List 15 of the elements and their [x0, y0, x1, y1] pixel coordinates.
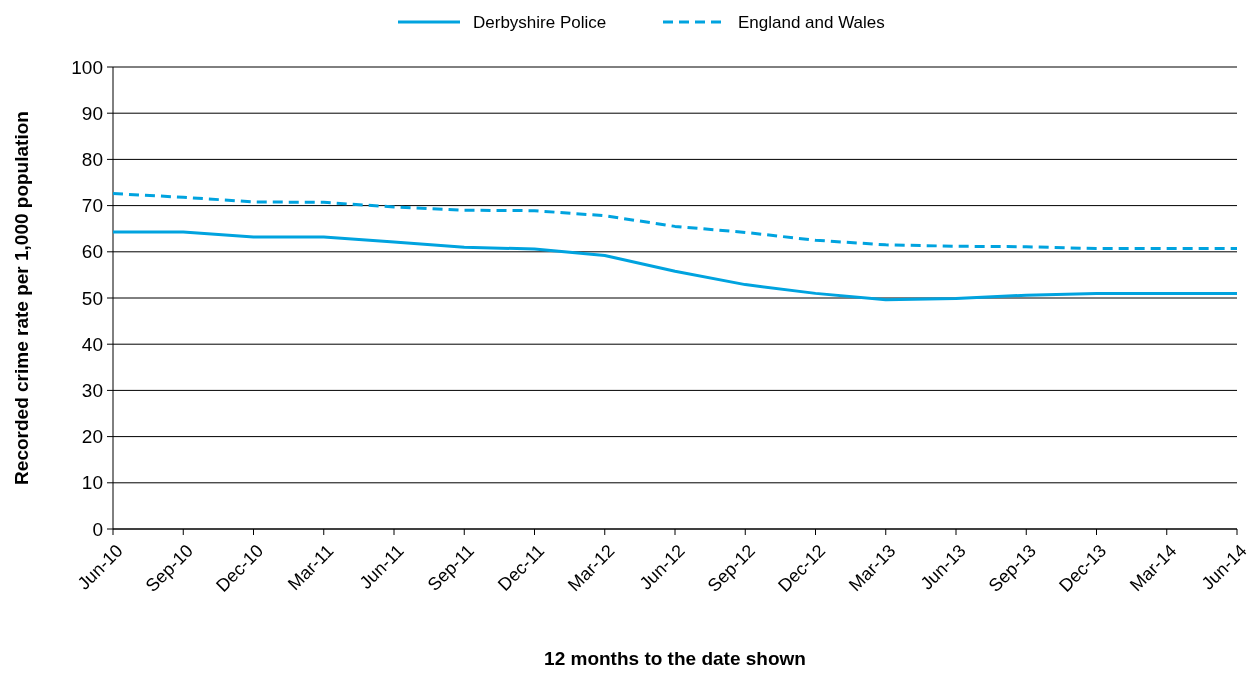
y-tick-label: 40: [81, 333, 103, 355]
y-tick-label: 60: [81, 241, 103, 263]
y-tick-label: 50: [81, 287, 103, 309]
y-tick-label: 20: [81, 426, 103, 448]
legend-label: Derbyshire Police: [473, 12, 607, 32]
y-tick-label: 100: [71, 56, 103, 78]
y-tick-label: 70: [81, 195, 103, 217]
y-tick-label: 80: [81, 149, 103, 171]
y-tick-label: 30: [81, 380, 103, 402]
y-tick-label: 10: [81, 472, 103, 494]
x-axis-title: 12 months to the date shown: [544, 648, 806, 669]
y-tick-label: 90: [81, 102, 103, 124]
legend-label: England and Wales: [738, 12, 885, 32]
y-axis-title: Recorded crime rate per 1,000 population: [11, 111, 32, 485]
y-tick-label: 0: [92, 518, 103, 540]
